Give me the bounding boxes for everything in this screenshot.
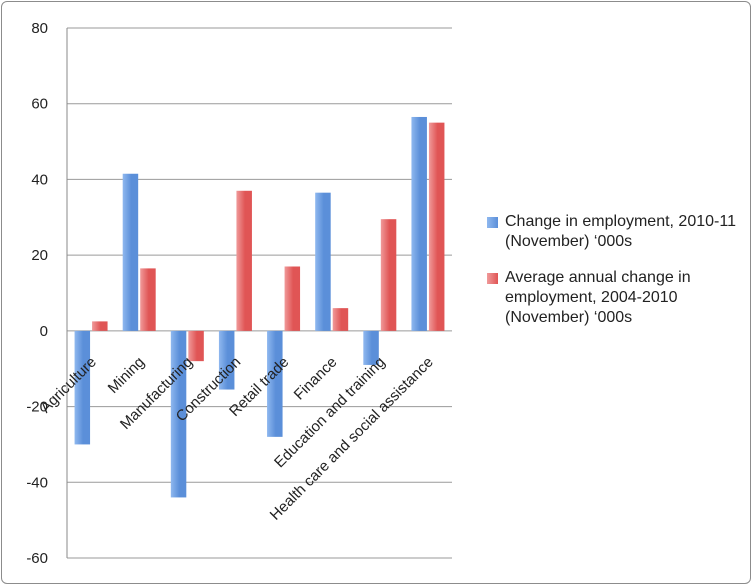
bar-change-2010-11	[267, 330, 283, 437]
y-tick-label: 40	[31, 171, 48, 188]
legend-label-average: Average annual change in employment, 200…	[505, 269, 691, 326]
bar-average-2004-2010	[92, 321, 108, 331]
legend-item-average: Average annual change in employment, 200…	[487, 268, 749, 328]
bar-average-2004-2010	[140, 268, 156, 331]
y-tick-label: 0	[40, 323, 48, 340]
legend-swatch-average	[487, 273, 498, 284]
bar-average-2004-2010	[188, 330, 204, 362]
legend-label-change: Change in employment, 2010-11 (November)…	[505, 213, 736, 250]
bar-average-2004-2010	[332, 308, 349, 331]
legend-item-change: Change in employment, 2010-11 (November)…	[487, 212, 749, 252]
y-tick-label: 20	[31, 247, 48, 264]
bar-average-2004-2010	[380, 219, 397, 331]
bars	[74, 116, 445, 498]
bar-change-2010-11	[315, 192, 331, 331]
legend-swatch-change	[487, 217, 498, 228]
legend: Change in employment, 2010-11 (November)…	[487, 212, 749, 344]
bar-average-2004-2010	[236, 190, 252, 331]
bar-change-2010-11	[363, 330, 379, 365]
category-labels: Agriculture MiningManufacturingConstructi…	[37, 354, 437, 524]
y-tick-label: -60	[26, 550, 48, 567]
bar-change-2010-11	[170, 330, 187, 498]
y-tick-label: -40	[26, 474, 48, 491]
y-tick-label: 60	[31, 96, 48, 113]
bar-change-2010-11	[122, 173, 139, 331]
y-axis-ticks: 80 60 40 20 0 -20 -40 -60	[26, 20, 48, 567]
bar-change-2010-11	[74, 330, 91, 445]
bar-average-2004-2010	[428, 122, 445, 331]
bar-change-2010-11	[411, 116, 427, 331]
bar-average-2004-2010	[284, 266, 301, 331]
y-tick-label: 80	[31, 20, 48, 37]
category-label: Mining	[105, 354, 148, 397]
bar-change-2010-11	[218, 330, 235, 390]
y-tick-label: -20	[26, 399, 48, 416]
